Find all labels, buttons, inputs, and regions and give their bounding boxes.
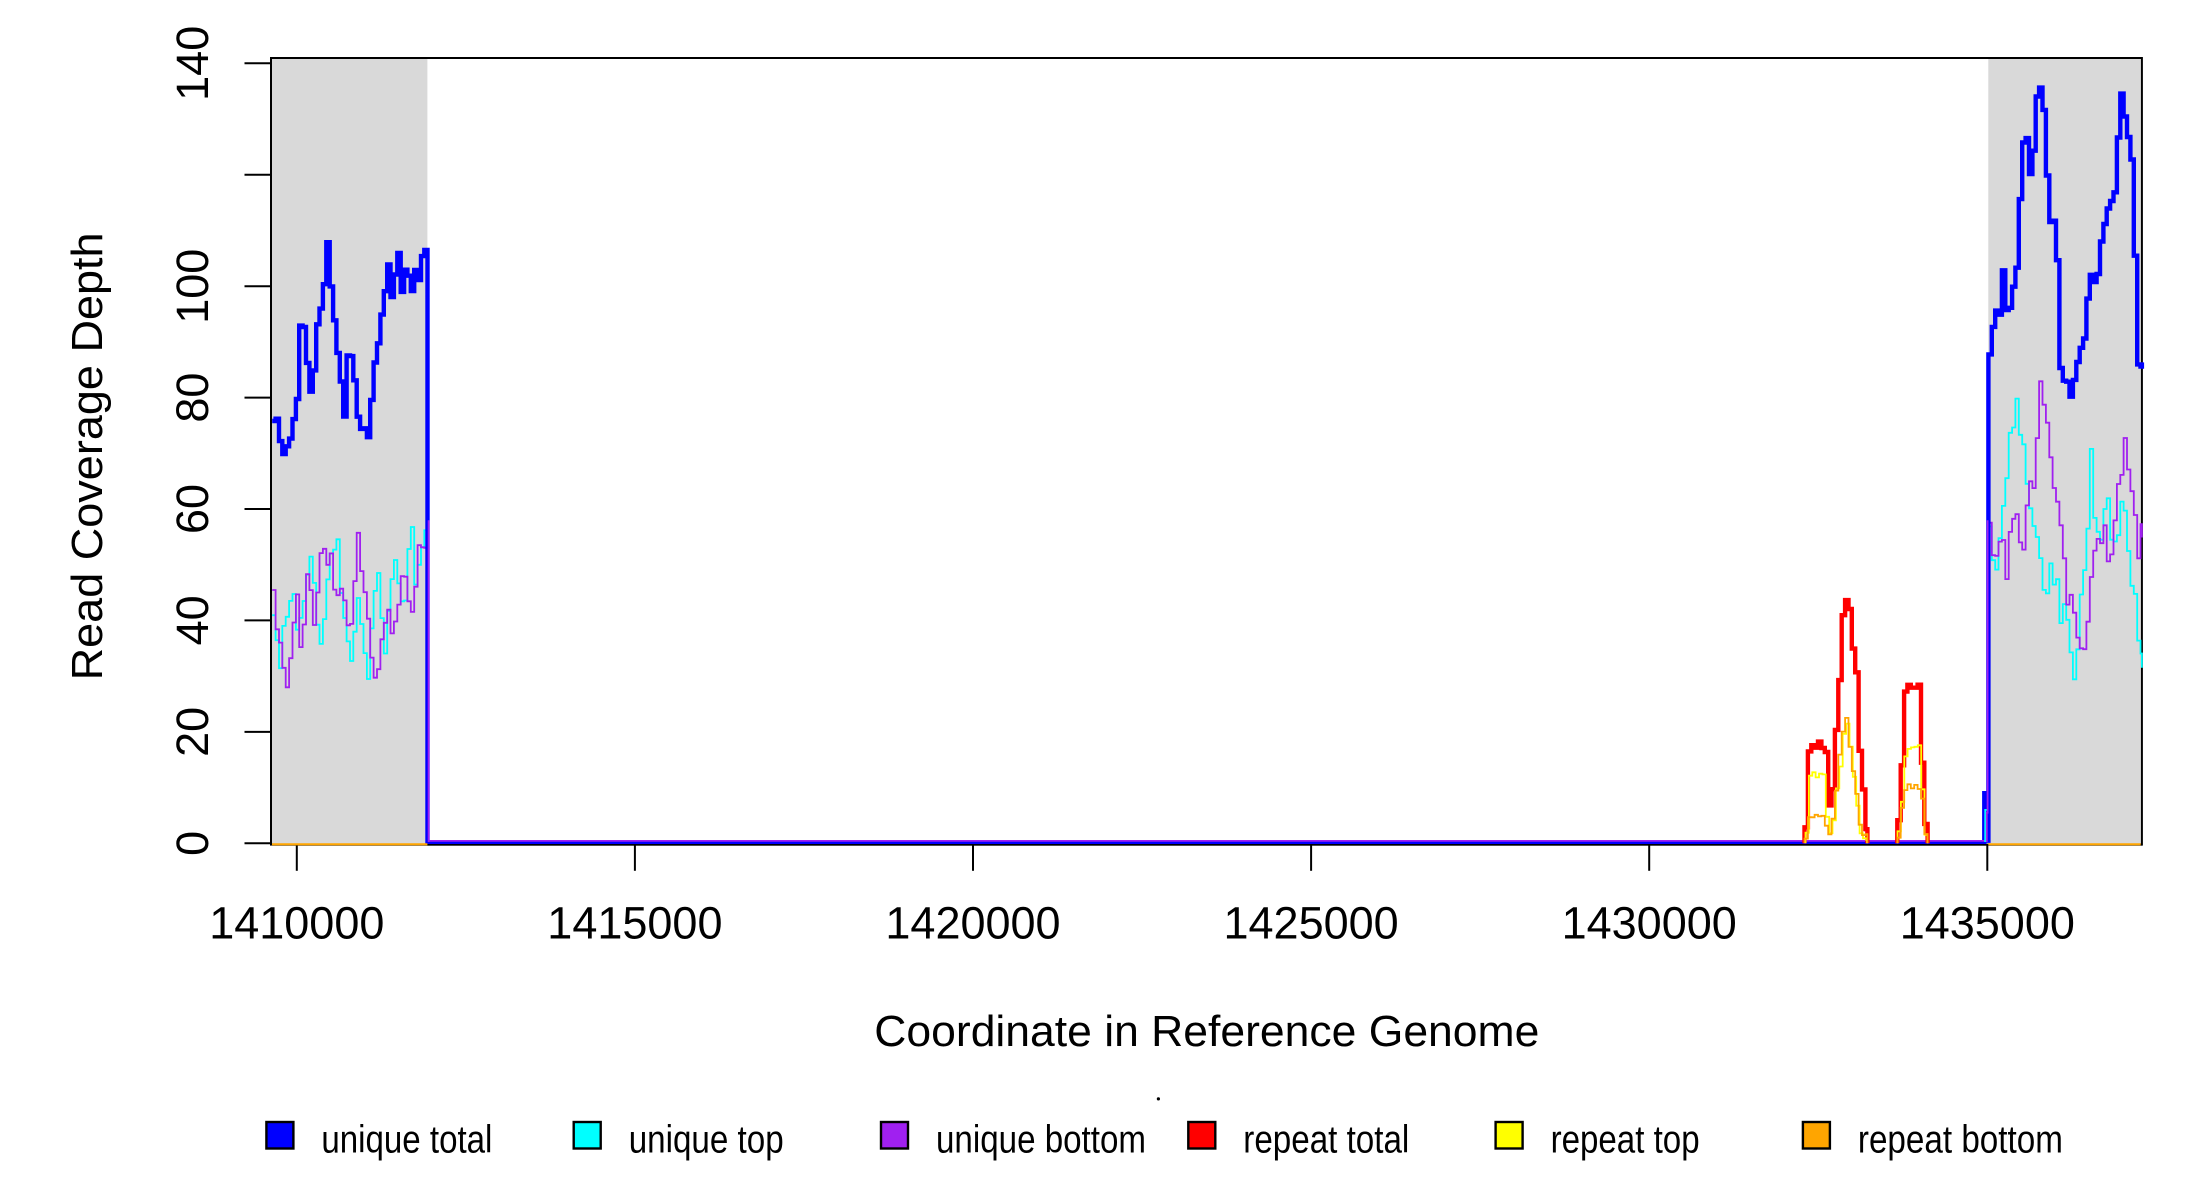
svg-text:1425000: 1425000 <box>1223 898 1398 949</box>
svg-text:unique top: unique top <box>629 1119 784 1162</box>
svg-text:Read Coverage Depth: Read Coverage Depth <box>63 232 112 680</box>
svg-text:repeat bottom: repeat bottom <box>1858 1119 2063 1162</box>
svg-text:140: 140 <box>167 26 218 101</box>
svg-text:20: 20 <box>167 707 218 757</box>
svg-text:1415000: 1415000 <box>547 898 722 949</box>
svg-text:repeat total: repeat total <box>1243 1119 1409 1162</box>
svg-text:1430000: 1430000 <box>1562 898 1737 949</box>
svg-text:60: 60 <box>167 484 218 534</box>
svg-text:0: 0 <box>167 831 218 856</box>
svg-text:repeat top: repeat top <box>1551 1119 1700 1162</box>
svg-text:100: 100 <box>167 249 218 324</box>
svg-text:1435000: 1435000 <box>1900 898 2075 949</box>
svg-text:Coordinate in Reference Genome: Coordinate in Reference Genome <box>874 1007 1539 1056</box>
svg-text:40: 40 <box>167 595 218 645</box>
svg-text:80: 80 <box>167 373 218 423</box>
svg-text:unique bottom: unique bottom <box>936 1119 1146 1162</box>
svg-text:1410000: 1410000 <box>209 898 384 949</box>
svg-text:1420000: 1420000 <box>885 898 1060 949</box>
svg-text:unique total: unique total <box>321 1119 492 1162</box>
